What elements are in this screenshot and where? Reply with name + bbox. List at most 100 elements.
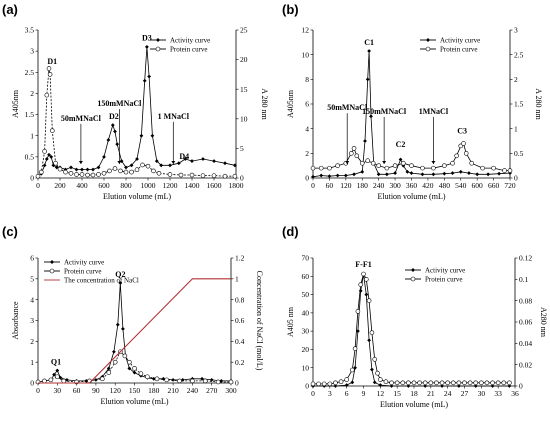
legend-marker bbox=[411, 268, 415, 272]
data-point bbox=[35, 173, 41, 179]
x-axis-label: Elution volume (mL) bbox=[378, 192, 446, 201]
data-point bbox=[68, 170, 74, 176]
data-point bbox=[350, 380, 355, 385]
data-point bbox=[200, 376, 204, 381]
data-point bbox=[450, 380, 456, 386]
arrow-head bbox=[431, 161, 436, 164]
data-point bbox=[122, 353, 128, 359]
y-tick-label: 6 bbox=[30, 254, 34, 263]
data-point bbox=[507, 380, 512, 386]
data-point bbox=[85, 172, 90, 178]
data-point bbox=[378, 383, 383, 387]
data-point bbox=[222, 173, 228, 179]
y2-tick-label: 5 bbox=[240, 144, 244, 153]
data-point bbox=[138, 371, 144, 376]
y2-axis-label: A280 nm bbox=[539, 307, 548, 338]
data-point bbox=[145, 45, 149, 49]
legend-label: Protein curve bbox=[64, 268, 102, 276]
x-tick-label: 180 bbox=[148, 386, 160, 395]
data-point bbox=[398, 157, 403, 162]
x-tick-label: 1800 bbox=[229, 181, 244, 190]
data-point bbox=[372, 380, 377, 385]
data-point bbox=[140, 162, 145, 168]
annotation-label: 50mMNaCl bbox=[327, 103, 368, 112]
x-tick-label: 3 bbox=[328, 389, 332, 398]
data-point bbox=[74, 172, 79, 177]
data-point bbox=[118, 168, 123, 174]
data-point bbox=[364, 292, 369, 297]
data-point bbox=[91, 167, 95, 172]
series-line-1 bbox=[37, 68, 235, 177]
y2-tick-label: 15 bbox=[240, 85, 248, 94]
y-tick-label: 8 bbox=[305, 75, 309, 84]
data-point bbox=[450, 160, 455, 166]
legend-label: Protein curve bbox=[425, 276, 463, 284]
y-tick-label: 5 bbox=[30, 274, 34, 283]
x-tick-label: 540 bbox=[455, 181, 467, 190]
y2-tick-label: 0.4 bbox=[235, 337, 245, 346]
data-point bbox=[507, 384, 512, 388]
y2-tick-label: 2.5 bbox=[514, 50, 524, 59]
arrow-head bbox=[117, 161, 122, 164]
series-line-1 bbox=[313, 272, 510, 385]
y-tick-label: 30 bbox=[302, 327, 310, 336]
y-tick-label: 4 bbox=[305, 124, 309, 133]
data-point bbox=[135, 157, 139, 161]
data-point bbox=[383, 379, 389, 385]
data-point bbox=[439, 380, 445, 386]
data-point bbox=[370, 160, 376, 166]
data-point bbox=[96, 172, 101, 177]
data-point bbox=[96, 165, 101, 170]
x-tick-label: 0 bbox=[36, 386, 40, 395]
data-point bbox=[417, 380, 422, 386]
y-axis-label: Absorbance bbox=[11, 301, 20, 340]
data-point bbox=[490, 384, 495, 388]
legend-label: Protein curve bbox=[170, 46, 208, 54]
data-point bbox=[372, 357, 378, 362]
data-point bbox=[113, 129, 117, 134]
data-point bbox=[106, 138, 111, 142]
data-point bbox=[310, 165, 316, 171]
data-point bbox=[200, 173, 206, 178]
data-point bbox=[223, 161, 227, 166]
data-point bbox=[176, 161, 181, 166]
x-tick-label: 150 bbox=[129, 386, 141, 395]
x-tick-label: 60 bbox=[326, 181, 334, 190]
y2-tick-label: 0 bbox=[240, 174, 244, 183]
y-tick-label: 4 bbox=[30, 295, 34, 304]
series-line-0 bbox=[37, 46, 235, 177]
data-point bbox=[335, 173, 340, 178]
data-point bbox=[495, 380, 501, 386]
data-point bbox=[107, 168, 112, 174]
data-point bbox=[65, 377, 69, 382]
x-tick-label: 300 bbox=[225, 386, 237, 395]
data-point bbox=[118, 281, 123, 285]
y2-tick-label: 25 bbox=[240, 26, 248, 35]
data-point bbox=[119, 159, 124, 163]
y-tick-label: 12 bbox=[302, 26, 310, 35]
data-point bbox=[42, 149, 47, 154]
data-point bbox=[384, 172, 389, 177]
y2-axis-label: A 280 nm bbox=[260, 88, 269, 120]
data-point bbox=[57, 166, 63, 172]
data-point bbox=[354, 153, 360, 159]
legend-label: Activity curve bbox=[64, 259, 104, 267]
data-point bbox=[349, 367, 355, 373]
x-tick-label: 24 bbox=[444, 389, 452, 398]
data-point bbox=[333, 380, 338, 386]
annotation-label: 150mMNaCl bbox=[362, 107, 407, 116]
legend-label: Activity curve bbox=[425, 267, 465, 275]
data-point bbox=[365, 158, 371, 164]
data-point bbox=[358, 282, 363, 287]
data-point bbox=[318, 165, 324, 171]
x-tick-label: 12 bbox=[377, 389, 385, 398]
data-point bbox=[327, 174, 332, 179]
data-point bbox=[442, 163, 447, 168]
data-point bbox=[150, 133, 155, 138]
y2-tick-label: 0 bbox=[235, 379, 239, 388]
y-tick-label: 10 bbox=[302, 50, 310, 59]
data-point bbox=[101, 170, 107, 176]
arrow-head bbox=[78, 161, 83, 164]
x-tick-label: 210 bbox=[167, 386, 179, 395]
